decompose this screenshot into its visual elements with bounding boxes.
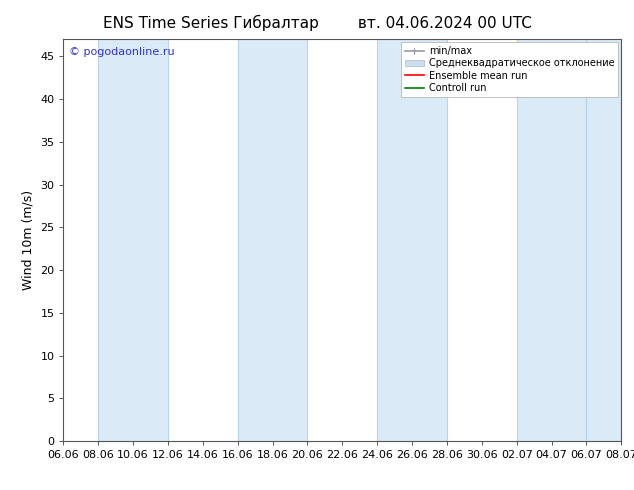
Bar	[98, 39, 168, 441]
Text: © pogodaonline.ru: © pogodaonline.ru	[69, 47, 174, 57]
Bar	[517, 39, 586, 441]
Bar	[238, 39, 307, 441]
Bar	[586, 39, 621, 441]
Y-axis label: Wind 10m (m/s): Wind 10m (m/s)	[22, 190, 35, 290]
Bar	[377, 39, 447, 441]
Text: ENS Time Series Гибралтар        вт. 04.06.2024 00 UTC: ENS Time Series Гибралтар вт. 04.06.2024…	[103, 15, 531, 31]
Legend: min/max, Среднеквадратическое отклонение, Ensemble mean run, Controll run: min/max, Среднеквадратическое отклонение…	[401, 42, 618, 97]
